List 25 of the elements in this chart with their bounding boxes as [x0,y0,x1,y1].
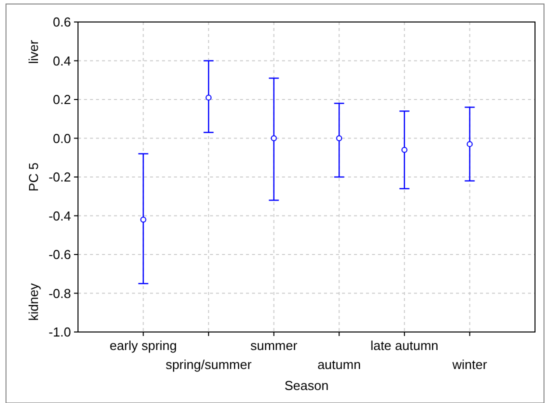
point [466,141,473,148]
text: liver [26,39,41,64]
x-tick-label: summer [250,338,298,353]
point [401,146,408,153]
y-tick-label: -0.8 [48,286,71,301]
x-tick-label: spring/summer [166,357,252,372]
point [336,135,342,142]
y-tick-label: 0.4 [52,53,71,68]
point [206,94,212,101]
point [270,135,277,142]
y-tick-label: 0.6 [52,14,71,30]
y-tick-label: -0.4 [48,208,71,224]
point [140,216,146,223]
x-axis-title: Season [284,378,329,393]
y-tick-label: 0.0 [52,130,71,146]
x-tick-label: late autumn [370,338,438,353]
y-tick-label: -0.6 [48,247,71,262]
y-tick-label: -0.2 [48,170,71,185]
x-tick-label: early spring [110,338,177,353]
x-tick-label: winter [451,357,488,372]
text: kidney [26,282,41,321]
y-tick-label: -1.0 [48,324,71,340]
y-axis-title: PC 5 [26,162,41,192]
x-tick-label: autumn [317,357,361,372]
y-tick-label: 0.2 [52,92,71,108]
